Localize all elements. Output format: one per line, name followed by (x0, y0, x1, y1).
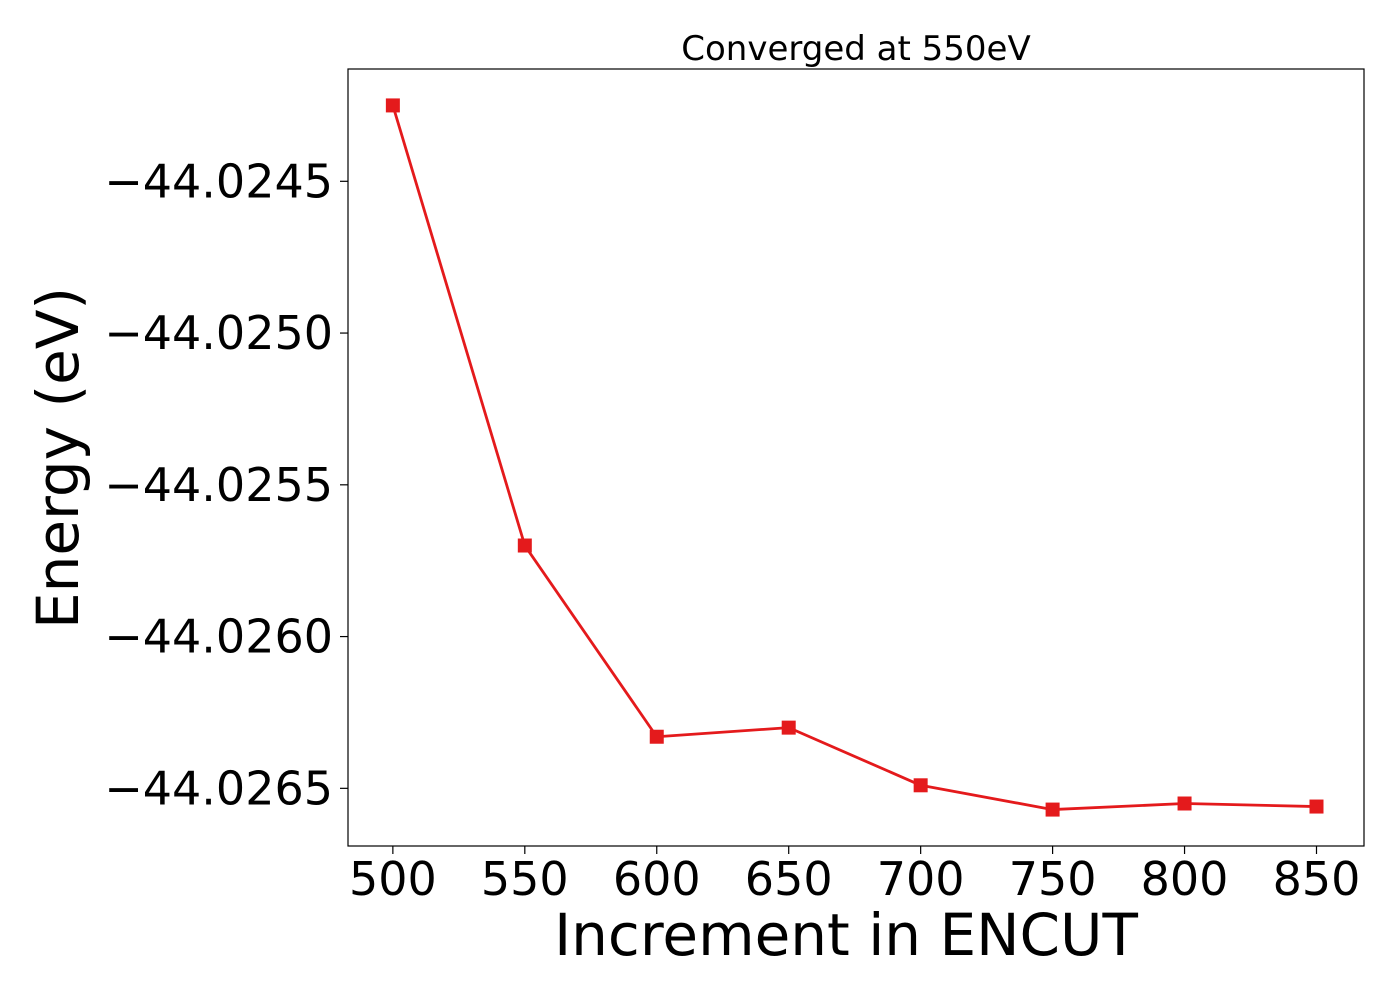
chart-title: Converged at 550eV (681, 29, 1030, 69)
data-point-marker (649, 729, 664, 744)
y-tick-label: −44.0265 (104, 761, 333, 815)
data-point-marker (1045, 802, 1060, 817)
x-tick-label: 500 (349, 852, 437, 906)
data-point-marker (1177, 796, 1192, 811)
series-line (391, 105, 1317, 811)
x-tick-label: 550 (481, 852, 569, 906)
x-tick-label: 800 (1141, 852, 1229, 906)
x-tick-label: 850 (1273, 852, 1361, 906)
data-point-marker (1309, 799, 1324, 814)
y-tick-label: −44.0255 (104, 458, 333, 512)
data-point-marker (385, 98, 400, 113)
plot-frame (347, 68, 1365, 847)
y-tick-label: −44.0250 (104, 306, 333, 360)
data-point-marker (517, 538, 532, 553)
x-axis-label: Increment in ENCUT (554, 901, 1138, 969)
x-axis: 500 550 600 650 700 750 800 850 (349, 846, 1360, 906)
x-tick-label: 600 (613, 852, 701, 906)
y-axis: −44.0245 −44.0250 −44.0255 −44.0260 −44.0265 (104, 154, 348, 815)
plot-area (385, 98, 1324, 817)
y-tick-label: −44.0260 (104, 610, 333, 664)
y-axis-label: Energy (eV) (24, 287, 92, 629)
data-point-marker (913, 778, 928, 793)
data-point-marker (781, 720, 796, 735)
x-tick-label: 750 (1009, 852, 1097, 906)
x-tick-label: 650 (745, 852, 833, 906)
y-tick-label: −44.0245 (104, 154, 333, 208)
x-tick-label: 700 (877, 852, 965, 906)
